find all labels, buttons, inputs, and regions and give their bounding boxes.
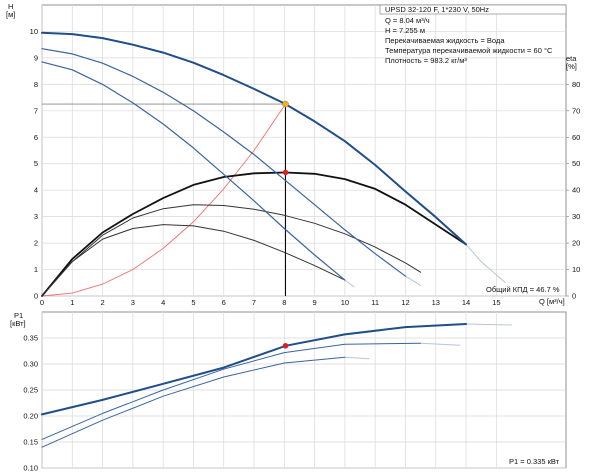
y-tick-label: 9 [34, 53, 38, 62]
x-tick-label: 4 [161, 298, 165, 307]
power-curve-extension [344, 356, 370, 360]
top-markers [282, 100, 289, 176]
info-line-density: Плотность = 983.2 кг/м³ [385, 56, 467, 65]
power-curve-speed-2 [41, 342, 422, 440]
eta-tick-label: 40 [572, 186, 580, 195]
system-curve [41, 103, 286, 297]
x-tick-label: 11 [371, 298, 379, 307]
y-tick-label: 5 [34, 159, 38, 168]
top-y-ticks: 0 1 2 3 4 5 6 7 8 9 10 [30, 27, 38, 301]
head-curve-speed-2 [41, 48, 407, 277]
x-tick-label: 2 [100, 298, 104, 307]
eta-tick-label: 20 [572, 239, 580, 248]
top-x-ticks: 0 1 2 3 4 5 6 7 8 9 10 11 12 13 14 15 [40, 298, 501, 307]
head-curve-extension [465, 243, 506, 284]
x-axis-label: Q [м³/ч] [539, 297, 565, 306]
power-curves [41, 323, 512, 448]
eta-tick-label: 50 [572, 159, 580, 168]
y-axis-label-h: H [8, 2, 13, 11]
p1-tick-label: 0.30 [23, 360, 38, 369]
power-panel: 0.10 0.15 0.20 0.25 0.30 0.35 P1 [кВт] P1 = 0… [10, 311, 567, 473]
p1-tick-label: 0.35 [23, 334, 38, 343]
x-tick-label: 15 [492, 298, 500, 307]
power-curve-extension [420, 342, 461, 346]
efficiency-curve-speed-1 [41, 224, 346, 297]
efficiency-curve-speed-2 [41, 204, 422, 297]
y-tick-label: 10 [30, 27, 38, 36]
head-curve-extension [405, 275, 422, 286]
y-axis-label-p1: P1 [14, 311, 23, 320]
bottom-grid [41, 312, 566, 469]
x-tick-label: 8 [282, 298, 286, 307]
efficiency-curve-speed-3 [41, 171, 467, 297]
y-tick-label: 4 [34, 186, 38, 195]
efficiency-label: Общий КПД = 46.7 % [486, 285, 560, 294]
x-tick-label: 12 [401, 298, 409, 307]
y-tick-label: 2 [34, 239, 38, 248]
y-tick-label: 0 [34, 292, 38, 301]
eta-tick-label: 80 [572, 80, 580, 89]
info-line-temperature: Температура перекачиваемой жидкости = 60… [385, 46, 553, 55]
operating-point-eta-marker [282, 169, 289, 176]
x-tick-label: 6 [222, 298, 226, 307]
power-label: P1 = 0.335 кВт [509, 457, 560, 466]
eta-tick-label: 0 [572, 292, 576, 301]
top-grid [41, 5, 566, 297]
title-box [379, 4, 567, 15]
p1-tick-label: 0.10 [23, 464, 38, 473]
x-tick-label: 7 [252, 298, 256, 307]
head-curve-speed-3 [41, 31, 467, 246]
operating-point-head-marker [282, 100, 289, 108]
y-tick-label: 1 [34, 265, 38, 274]
y-tick-label: 7 [34, 106, 38, 115]
y-tick-label: 6 [34, 133, 38, 142]
x-tick-label: 0 [40, 298, 44, 307]
x-tick-label: 13 [432, 298, 440, 307]
x-tick-label: 9 [313, 298, 317, 307]
info-line-h: H = 7.255 м [385, 26, 425, 35]
info-line-liquid: Перекачиваемая жидкость = Вода [385, 36, 505, 45]
power-curve-extension [465, 323, 512, 326]
head-curve-extension [344, 279, 355, 288]
x-tick-label: 1 [70, 298, 74, 307]
y-axis-unit-eta: [%] [566, 62, 577, 71]
p1-tick-label: 0.20 [23, 412, 38, 421]
top-curves [41, 31, 506, 297]
x-tick-label: 10 [341, 298, 349, 307]
p1-tick-label: 0.25 [23, 386, 38, 395]
eta-tick-label: 70 [572, 106, 580, 115]
y-axis-unit-p1: [кВт] [10, 319, 26, 328]
p1-tick-label: 0.15 [23, 438, 38, 447]
bottom-y-ticks: 0.10 0.15 0.20 0.25 0.30 0.35 [23, 334, 38, 473]
x-tick-label: 14 [462, 298, 470, 307]
y-axis-label-eta: eta [566, 54, 577, 63]
head-curve-speed-1 [41, 61, 346, 281]
info-line-q: Q = 8.04 м³/ч [385, 16, 430, 25]
x-tick-label: 3 [131, 298, 135, 307]
x-tick-label: 5 [191, 298, 195, 307]
y-tick-label: 3 [34, 212, 38, 221]
chart-title: UPSD 32-120 F, 1*230 V, 50Hz [385, 5, 489, 14]
operating-point-power-marker [282, 343, 289, 349]
power-curve-speed-1 [41, 356, 346, 448]
eta-tick-label: 60 [572, 133, 580, 142]
y-axis-unit-h: [м] [6, 10, 15, 19]
eta-tick-label: 30 [572, 212, 580, 221]
eta-tick-label: 10 [572, 265, 580, 274]
y-tick-label: 8 [34, 80, 38, 89]
power-markers [282, 343, 289, 349]
top-eta-ticks: 0 10 20 30 40 50 60 70 80 [566, 80, 580, 301]
